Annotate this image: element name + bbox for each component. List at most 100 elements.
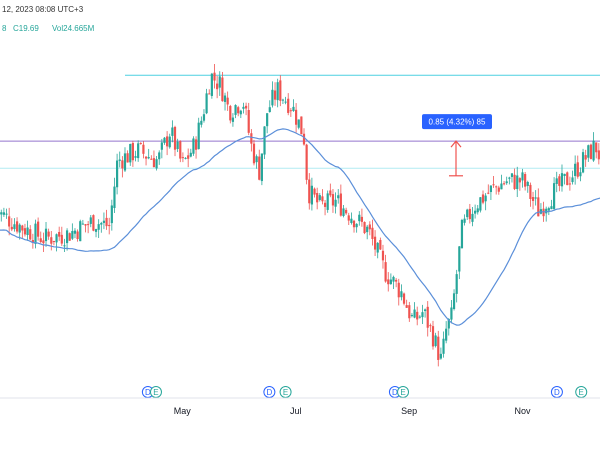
candle xyxy=(452,289,456,311)
measure-label-box xyxy=(422,114,492,130)
candle xyxy=(137,140,140,162)
earnings-icon[interactable]: E xyxy=(397,386,410,398)
candle xyxy=(352,219,356,233)
candle xyxy=(44,221,48,247)
candle xyxy=(242,102,245,114)
candle xyxy=(94,228,98,238)
candle xyxy=(442,331,445,358)
candle xyxy=(292,99,295,112)
candle xyxy=(471,206,474,227)
candle xyxy=(318,193,321,202)
candle xyxy=(71,223,74,241)
candle xyxy=(431,320,435,350)
svg-text:E: E xyxy=(400,388,405,397)
candle xyxy=(287,93,290,116)
candle xyxy=(410,313,414,318)
candle xyxy=(168,133,171,149)
candle xyxy=(560,164,564,192)
candle xyxy=(113,177,116,214)
candle xyxy=(276,78,279,108)
header-volume-value: Vol24.665M xyxy=(52,24,95,33)
candle xyxy=(87,221,90,234)
candle xyxy=(316,187,319,210)
candle xyxy=(405,299,408,308)
candle xyxy=(487,184,490,195)
candle xyxy=(513,168,516,191)
candle xyxy=(250,129,253,152)
candle xyxy=(187,148,190,168)
candle xyxy=(281,98,285,105)
candle xyxy=(555,171,558,193)
candle xyxy=(437,330,440,367)
candle xyxy=(108,217,111,235)
candle xyxy=(5,208,8,219)
candle xyxy=(192,136,195,156)
candle xyxy=(102,212,106,230)
candle xyxy=(258,149,261,181)
earnings-icon[interactable]: E xyxy=(575,386,588,398)
candle xyxy=(173,125,177,157)
candle xyxy=(463,214,466,226)
candle xyxy=(521,168,524,188)
candle xyxy=(568,176,571,191)
candle xyxy=(371,219,374,246)
candle xyxy=(460,218,464,249)
candle xyxy=(144,156,148,166)
candle xyxy=(210,72,213,99)
candle xyxy=(558,173,561,192)
candle xyxy=(526,180,529,193)
candle xyxy=(166,131,169,156)
candle xyxy=(329,183,332,198)
candle xyxy=(2,207,5,217)
candle xyxy=(263,126,266,160)
candle xyxy=(247,102,250,136)
candle xyxy=(152,150,156,168)
candle xyxy=(360,208,364,227)
candle xyxy=(189,148,192,158)
candle xyxy=(518,177,521,191)
candle xyxy=(260,153,263,186)
candle xyxy=(271,81,274,108)
candle xyxy=(334,192,337,214)
header-close-value: C19.69 xyxy=(13,24,39,33)
candle xyxy=(484,193,487,211)
candle xyxy=(42,232,45,252)
candle xyxy=(68,232,71,241)
candle xyxy=(408,301,411,322)
candle xyxy=(368,221,371,236)
earnings-icon[interactable]: E xyxy=(279,386,292,398)
earnings-icon[interactable]: E xyxy=(149,386,162,398)
candle xyxy=(29,225,32,241)
measurement-tool[interactable]: 0.85 (4.32%) 85 xyxy=(422,114,492,177)
candle xyxy=(255,154,258,169)
candle xyxy=(105,209,108,230)
axis-label-jul: Jul xyxy=(290,406,302,416)
candle xyxy=(429,323,432,333)
candle xyxy=(516,166,519,198)
candle xyxy=(445,321,448,344)
candle xyxy=(366,224,369,240)
candle xyxy=(231,113,235,127)
candle xyxy=(76,229,79,242)
candle xyxy=(63,238,66,252)
candle xyxy=(134,150,137,162)
candle xyxy=(194,136,198,159)
candle xyxy=(52,240,56,246)
candle xyxy=(423,308,427,318)
dividend-icon[interactable]: D xyxy=(550,386,563,398)
candle xyxy=(297,119,300,130)
measure-arrow-icon xyxy=(450,140,462,148)
candle xyxy=(26,220,29,241)
candle xyxy=(563,173,566,185)
candle xyxy=(576,155,579,179)
candle xyxy=(421,304,424,325)
candle xyxy=(337,189,340,204)
svg-text:D: D xyxy=(266,388,272,397)
candle xyxy=(160,138,163,159)
candle xyxy=(350,212,353,225)
measure-label: 0.85 (4.32%) 85 xyxy=(429,118,486,127)
candle xyxy=(313,187,316,198)
dividend-icon[interactable]: D xyxy=(263,386,276,398)
